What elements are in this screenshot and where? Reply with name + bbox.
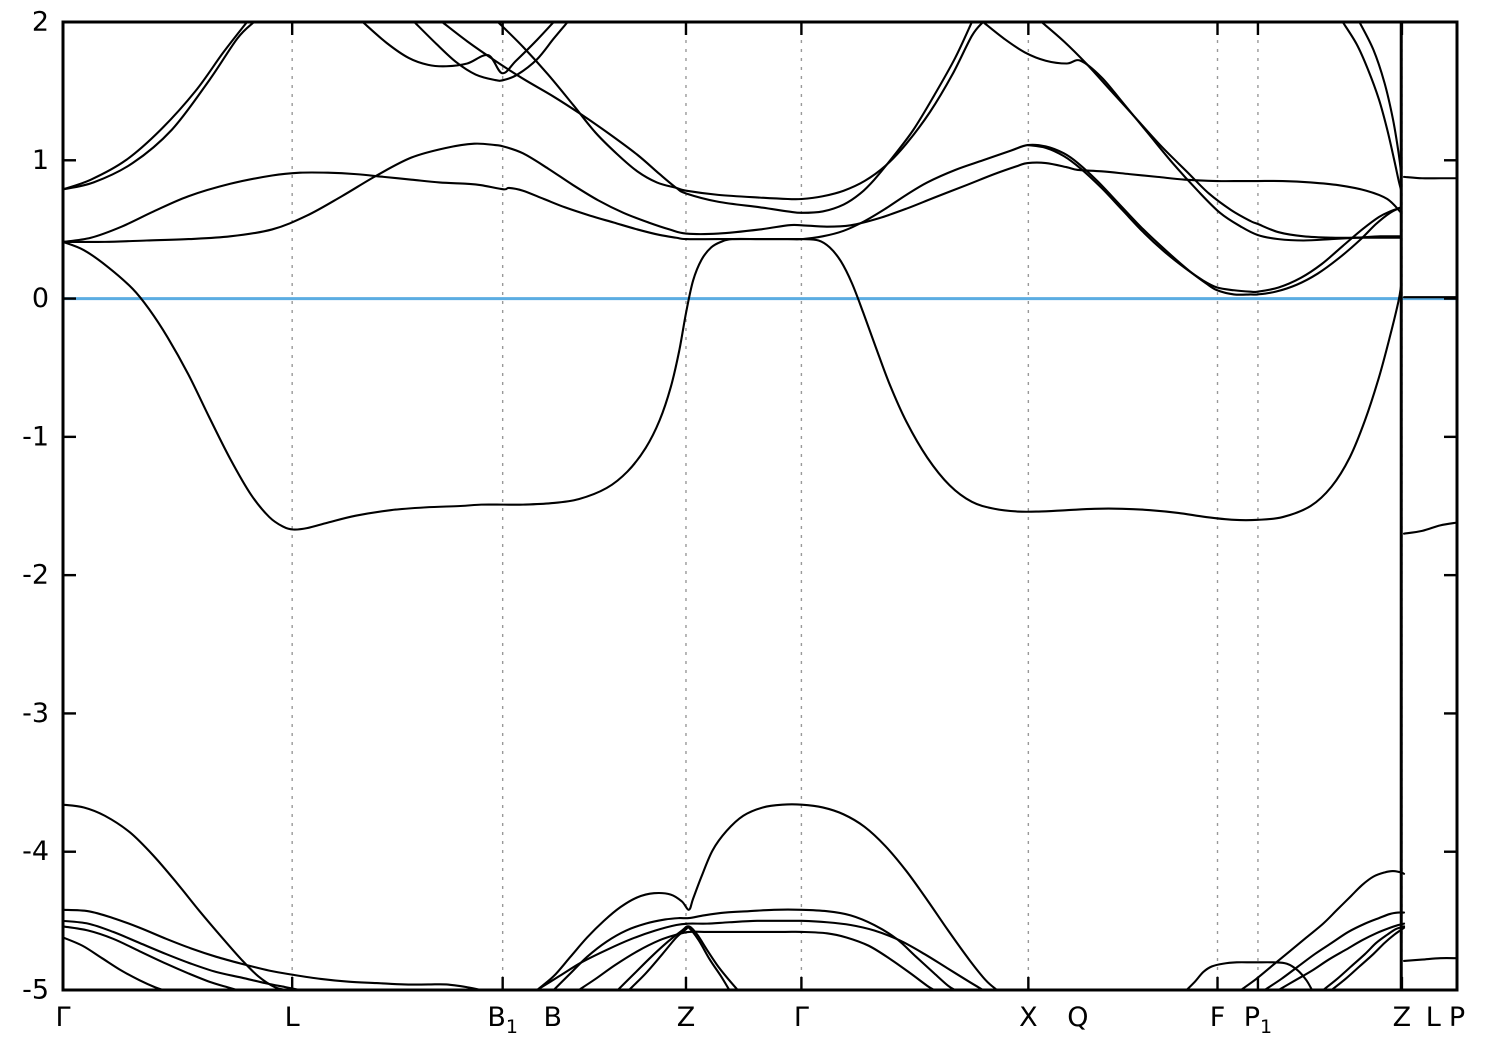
band-curve-deep-valence-right-dip [1185,961,1314,990]
band-curve-segment-ZLP-band-1 [1402,175,1457,180]
band-curve-conduction-band-1 [63,22,249,191]
x-axis-label-L: L [285,1002,300,1033]
band-curve-conduction-band-3-upper-left [361,22,555,75]
band-curve-segment-ZLP-band-4 [1402,957,1457,963]
band-curve-band-right-top-b [1358,22,1403,176]
band-curve-band-upper-mid-2 [496,22,985,201]
band-curve-band-upper-mid [441,22,973,214]
y-axis-label--5: -5 [22,975,49,1006]
x-axis-label-B1: B1 [487,1002,518,1038]
y-axis-label--4: -4 [22,836,49,867]
x-axis-label-P1: P1 [1244,1002,1272,1038]
frame-rect [61,20,1459,992]
y-axis-label-1: 1 [32,145,49,176]
x-axis-label-F: F [1210,1002,1226,1033]
band-curve-band-crossing-fermi-left [63,237,1403,531]
band-curve-band-fermi-upper-2 [63,142,1403,244]
x-axis-label-subscript: 1 [506,1016,518,1038]
band-curve-deep-valence-left-5 [63,936,165,990]
band-curve-band-fermi-upper-left-flat [63,143,1403,296]
y-axis-label--3: -3 [22,698,49,729]
x-axis-label-subscript: 1 [1260,1016,1272,1038]
y-axis-ticks-group [63,159,1457,853]
y-axis-label-2: 2 [32,7,49,38]
plot-frame [61,20,1459,992]
x-axis-label-Γ: Γ [794,1002,809,1033]
band-curve-band-right-descend-b [1040,22,1403,239]
band-curve-deep-valence-center-4 [577,930,936,990]
band-curve-segment-ZLP-band-3 [1402,521,1457,535]
band-curve-deep-valence-center-3 [535,919,985,990]
band-curve-deep-valence-left-3 [63,919,302,990]
band-curve-deep-valence-right-2 [1263,911,1406,990]
band-curve-deep-valence-left-2 [63,908,483,990]
y-axis-label--1: -1 [22,421,49,452]
band-curve-conduction-band-4 [413,22,569,82]
band-curves-group [63,22,1457,990]
band-curve-deep-valence-center-6 [627,925,731,990]
band-curve-band-right-top-a [1341,22,1403,192]
band-curve-deep-valence-center-5 [616,925,739,990]
x-axis-label-Γ: Γ [55,1002,70,1033]
x-axis-label-Z: Z [1393,1002,1412,1033]
band-curve-deep-valence-right-1 [1239,870,1406,990]
band-curve-deep-valence-right-4 [1322,925,1406,990]
y-axis-label-0: 0 [32,283,49,314]
band-curve-deep-valence-right-3 [1277,922,1406,990]
y-axis-label--2: -2 [22,560,49,591]
band-curve-deep-valence-left-1 [63,803,288,990]
band-curve-deep-valence-right-5 [1330,926,1406,990]
x-axis-label-Q: Q [1067,1002,1088,1033]
band-curve-deep-valence-center-2 [552,908,957,990]
x-axis-label-Z: Z [677,1002,696,1033]
y-axis-labels-group: 2 1 0 -1 -2 -3 -4 -5 [22,7,49,1006]
x-axis-label-B: B [543,1002,562,1033]
x-axis-label-X: X [1019,1002,1038,1033]
band-curve-conduction-band-2 [63,22,256,191]
band-curve-deep-valence-left-4 [63,925,239,990]
band-curve-deep-valence-center-1 [535,803,999,990]
x-axis-label-P: P [1449,1002,1465,1033]
x-axis-labels-group: Γ L B1 B Z Γ X Q F P1 Z L P [55,1002,1465,1038]
x-axis-ticks-group [290,22,1404,990]
x-axis-label-L: L [1426,1002,1441,1033]
